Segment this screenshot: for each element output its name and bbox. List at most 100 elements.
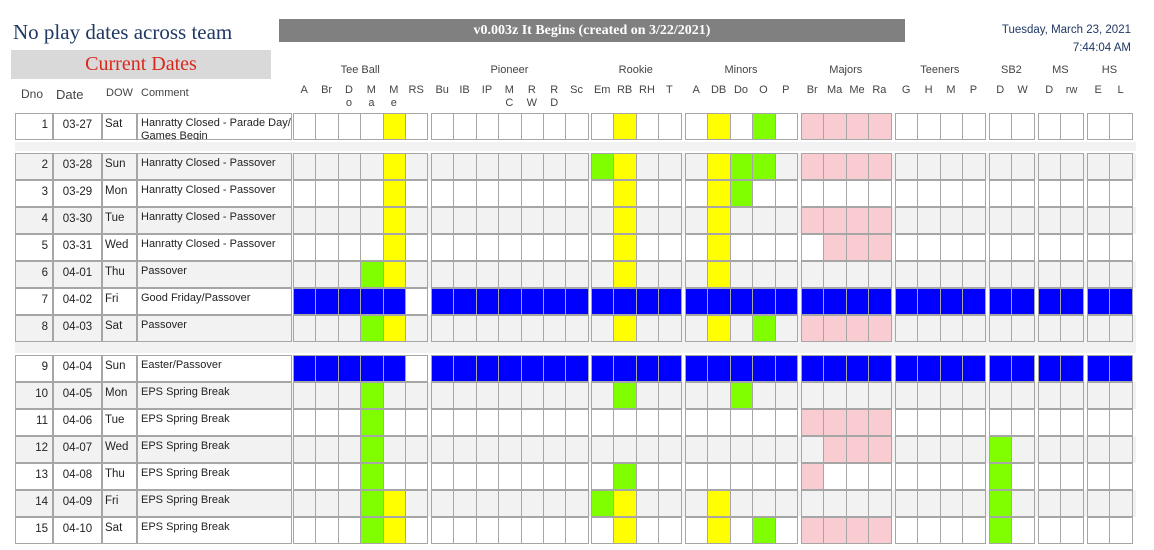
schedule-cell[interactable]	[707, 382, 731, 409]
schedule-cell[interactable]	[360, 382, 384, 409]
schedule-cell[interactable]	[939, 517, 964, 544]
schedule-cell[interactable]	[591, 207, 615, 234]
schedule-cell[interactable]	[315, 409, 339, 436]
schedule-cell[interactable]	[613, 234, 637, 261]
schedule-cell[interactable]	[613, 463, 637, 490]
schedule-cell[interactable]	[498, 382, 522, 409]
schedule-cell[interactable]	[989, 355, 1013, 382]
schedule-cell[interactable]	[498, 113, 522, 140]
schedule-cell[interactable]	[382, 436, 406, 463]
schedule-cell[interactable]	[293, 436, 317, 463]
schedule-cell[interactable]	[939, 409, 964, 436]
schedule-cell[interactable]	[405, 261, 429, 288]
schedule-cell[interactable]	[917, 517, 941, 544]
schedule-cell[interactable]	[801, 113, 825, 140]
schedule-cell[interactable]	[868, 207, 892, 234]
schedule-cell[interactable]	[845, 234, 870, 261]
schedule-cell[interactable]	[989, 517, 1013, 544]
schedule-cell[interactable]	[315, 355, 339, 382]
schedule-cell[interactable]	[520, 288, 544, 315]
schedule-cell[interactable]	[845, 288, 870, 315]
schedule-cell[interactable]	[475, 113, 500, 140]
schedule-cell[interactable]	[1011, 180, 1035, 207]
schedule-cell[interactable]	[431, 180, 455, 207]
schedule-cell[interactable]	[845, 261, 870, 288]
schedule-cell[interactable]	[591, 409, 615, 436]
schedule-cell[interactable]	[1060, 234, 1084, 261]
schedule-cell[interactable]	[1087, 261, 1111, 288]
schedule-cell[interactable]	[613, 315, 637, 342]
schedule-cell[interactable]	[1109, 113, 1133, 140]
schedule-cell[interactable]	[729, 382, 754, 409]
schedule-cell[interactable]	[1011, 463, 1035, 490]
schedule-cell[interactable]	[1038, 113, 1062, 140]
schedule-cell[interactable]	[405, 490, 429, 517]
schedule-cell[interactable]	[962, 409, 986, 436]
schedule-cell[interactable]	[360, 409, 384, 436]
schedule-cell[interactable]	[431, 409, 455, 436]
schedule-cell[interactable]	[431, 315, 455, 342]
schedule-cell[interactable]	[1087, 463, 1111, 490]
schedule-cell[interactable]	[774, 288, 798, 315]
schedule-cell[interactable]	[658, 113, 682, 140]
schedule-cell[interactable]	[823, 490, 847, 517]
schedule-cell[interactable]	[729, 234, 754, 261]
schedule-cell[interactable]	[520, 207, 544, 234]
schedule-cell[interactable]	[658, 355, 682, 382]
schedule-cell[interactable]	[658, 382, 682, 409]
schedule-cell[interactable]	[431, 382, 455, 409]
schedule-cell[interactable]	[1060, 490, 1084, 517]
schedule-cell[interactable]	[1011, 315, 1035, 342]
schedule-cell[interactable]	[685, 261, 709, 288]
schedule-cell[interactable]	[520, 490, 544, 517]
schedule-cell[interactable]	[658, 207, 682, 234]
schedule-cell[interactable]	[405, 113, 429, 140]
schedule-cell[interactable]	[498, 436, 522, 463]
schedule-cell[interactable]	[431, 355, 455, 382]
schedule-cell[interactable]	[613, 517, 637, 544]
schedule-cell[interactable]	[635, 436, 660, 463]
schedule-cell[interactable]	[774, 153, 798, 180]
schedule-cell[interactable]	[405, 234, 429, 261]
schedule-cell[interactable]	[917, 288, 941, 315]
schedule-cell[interactable]	[1038, 288, 1062, 315]
schedule-cell[interactable]	[360, 517, 384, 544]
schedule-cell[interactable]	[917, 463, 941, 490]
schedule-cell[interactable]	[729, 436, 754, 463]
schedule-cell[interactable]	[591, 355, 615, 382]
schedule-cell[interactable]	[823, 355, 847, 382]
schedule-cell[interactable]	[962, 234, 986, 261]
schedule-cell[interactable]	[868, 409, 892, 436]
schedule-cell[interactable]	[520, 382, 544, 409]
schedule-cell[interactable]	[752, 409, 776, 436]
schedule-cell[interactable]	[801, 382, 825, 409]
schedule-cell[interactable]	[939, 234, 964, 261]
schedule-cell[interactable]	[591, 382, 615, 409]
schedule-cell[interactable]	[823, 382, 847, 409]
schedule-cell[interactable]	[939, 436, 964, 463]
schedule-cell[interactable]	[774, 180, 798, 207]
schedule-cell[interactable]	[453, 153, 477, 180]
schedule-cell[interactable]	[845, 463, 870, 490]
schedule-cell[interactable]	[845, 113, 870, 140]
schedule-cell[interactable]	[565, 463, 589, 490]
schedule-cell[interactable]	[939, 463, 964, 490]
schedule-cell[interactable]	[1087, 355, 1111, 382]
schedule-cell[interactable]	[823, 234, 847, 261]
schedule-cell[interactable]	[613, 153, 637, 180]
schedule-cell[interactable]	[431, 261, 455, 288]
schedule-cell[interactable]	[1109, 234, 1133, 261]
schedule-cell[interactable]	[565, 409, 589, 436]
schedule-cell[interactable]	[543, 288, 567, 315]
schedule-cell[interactable]	[453, 180, 477, 207]
schedule-cell[interactable]	[613, 355, 637, 382]
schedule-cell[interactable]	[1038, 315, 1062, 342]
schedule-cell[interactable]	[315, 234, 339, 261]
schedule-cell[interactable]	[475, 409, 500, 436]
schedule-cell[interactable]	[431, 463, 455, 490]
schedule-cell[interactable]	[1109, 490, 1133, 517]
schedule-cell[interactable]	[774, 207, 798, 234]
schedule-cell[interactable]	[498, 409, 522, 436]
schedule-cell[interactable]	[565, 234, 589, 261]
schedule-cell[interactable]	[989, 153, 1013, 180]
